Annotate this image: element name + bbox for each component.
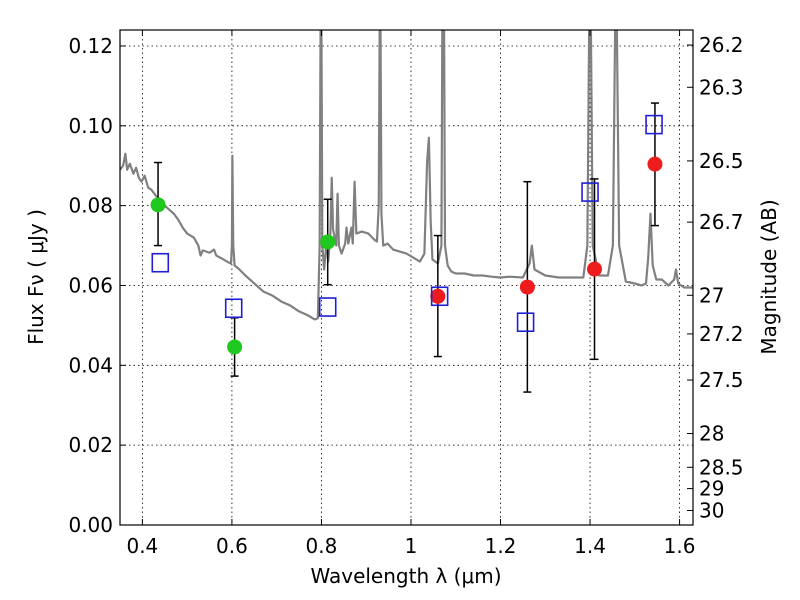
model-bands-point xyxy=(151,252,170,273)
y-tick-label: 0.06 xyxy=(68,273,113,297)
x-tick-label: 0.8 xyxy=(306,534,338,558)
observed-green-point xyxy=(150,197,166,213)
x-tick-label: 1.6 xyxy=(664,534,696,558)
observed-red-point xyxy=(647,156,663,172)
observed-green-point xyxy=(320,234,336,250)
mag-tick-label: 26.5 xyxy=(699,149,744,173)
y-tick-label: 0.00 xyxy=(68,513,113,537)
x-tick-label: 1.2 xyxy=(485,534,517,558)
mag-tick-label: 26.2 xyxy=(699,33,744,57)
model-bands-point xyxy=(645,114,663,135)
x-tick-label: 1.4 xyxy=(574,534,606,558)
mag-tick-label: 27 xyxy=(699,283,724,307)
x-axis-title: Wavelength λ (μm) xyxy=(310,564,501,588)
observed-red-point xyxy=(587,261,603,277)
mag-tick-label: 28.5 xyxy=(699,455,744,479)
mag-tick-label: 26.3 xyxy=(699,75,744,99)
x-tick-label: 0.6 xyxy=(216,534,248,558)
axis-ticks: 0.4 0.6 0.8 1 1.2 1.4 1.6 0.00 0.02 0.04 0.06 0.08 0… xyxy=(68,30,744,558)
observed-red-point xyxy=(430,288,446,304)
y-tick-label: 0.04 xyxy=(68,353,113,377)
spectrum-line xyxy=(120,30,693,321)
y-axis-title: Flux Fν ( μJy ) xyxy=(24,209,48,345)
y2-axis-title: Magnitude (AB) xyxy=(757,199,781,354)
mag-tick-label: 28 xyxy=(699,422,724,446)
x-tick-label: 0.4 xyxy=(126,534,158,558)
model-bands-point xyxy=(430,286,449,307)
model-bands-point xyxy=(581,182,599,202)
y-tick-label: 0.02 xyxy=(68,433,113,457)
mag-tick-label: 29 xyxy=(699,477,724,501)
observed-red-point xyxy=(519,279,535,295)
plot-frame xyxy=(119,29,694,526)
y-tick-label: 0.08 xyxy=(68,194,113,218)
mag-tick-label: 27.5 xyxy=(699,368,744,392)
data-markers xyxy=(150,114,663,355)
y-tick-label: 0.12 xyxy=(68,34,113,58)
y-tick-label: 0.10 xyxy=(68,114,113,138)
model-bands-point xyxy=(516,312,535,333)
mag-tick-label: 27.2 xyxy=(699,322,744,346)
observed-green-point xyxy=(227,339,243,355)
model-bands-point xyxy=(224,298,243,319)
model-bands-point xyxy=(318,297,337,317)
mag-tick-label: 30 xyxy=(699,499,724,523)
x-tick-label: 1 xyxy=(405,534,418,558)
model-spectrum xyxy=(120,30,693,321)
mag-tick-label: 26.7 xyxy=(699,210,744,234)
